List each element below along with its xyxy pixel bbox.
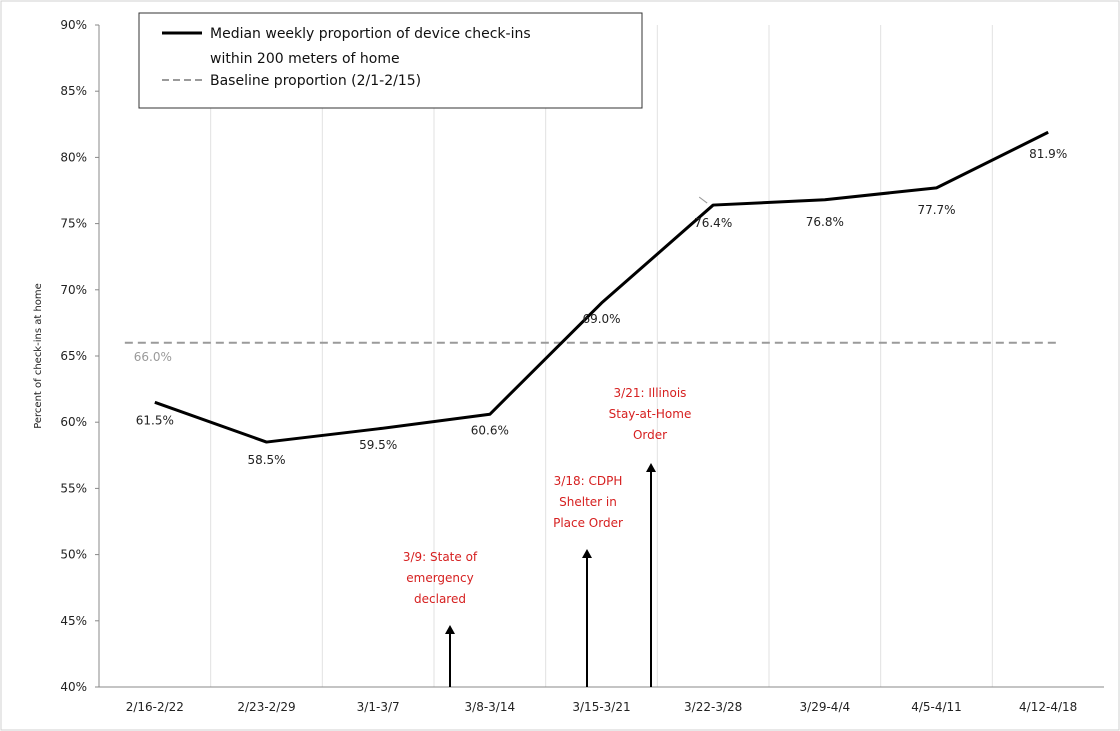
y-tick-label: 50% [60, 548, 87, 562]
data-label: 61.5% [136, 413, 174, 427]
x-tick-label: 3/22-3/28 [684, 700, 742, 714]
data-label: 76.8% [806, 215, 844, 229]
baseline-data-label: 66.0% [134, 350, 172, 364]
annotation-text: emergency [406, 571, 473, 585]
legend-box [138, 12, 643, 109]
y-axis-title: Percent of check-ins at home [33, 283, 44, 429]
annotation-text: 3/21: Illinois [614, 386, 687, 400]
x-tick-label: 3/15-3/21 [572, 700, 630, 714]
data-label: 60.6% [471, 423, 509, 437]
legend-label-solid-line2: within 200 meters of home [210, 51, 400, 67]
annotation-text: Place Order [553, 516, 623, 530]
y-tick-label: 55% [60, 481, 87, 495]
y-tick-label: 40% [60, 680, 87, 694]
label-leader-line [698, 196, 708, 204]
x-tick-label: 4/12-4/18 [1019, 700, 1077, 714]
data-label: 81.9% [1029, 147, 1067, 161]
data-label: 59.5% [359, 438, 397, 452]
legend-label-dashed: Baseline proportion (2/1-2/15) [210, 73, 421, 89]
series-line [154, 130, 1049, 444]
annotation-text: Stay-at-Home [609, 407, 692, 421]
x-tick-label: 2/16-2/22 [126, 700, 184, 714]
annotation-arrow-head [646, 463, 656, 472]
y-tick-label: 90% [60, 18, 87, 32]
annotation-text: 3/9: State of [403, 550, 478, 564]
data-label: 76.4% [694, 216, 732, 230]
data-label: 77.7% [917, 203, 955, 217]
y-tick-label: 45% [60, 614, 87, 628]
annotation-arrow-head [445, 625, 455, 634]
x-tick-label: 3/29-4/4 [800, 700, 851, 714]
x-tick-label: 2/23-2/29 [237, 700, 295, 714]
x-tick-label: 4/5-4/11 [911, 700, 962, 714]
y-tick-label: 65% [60, 349, 87, 363]
data-label: 69.0% [582, 312, 620, 326]
annotation-text: 3/18: CDPH [554, 474, 623, 488]
annotation-arrow-head [582, 549, 592, 558]
y-tick-label: 70% [60, 283, 87, 297]
x-tick-label: 3/1-3/7 [357, 700, 400, 714]
y-tick-label: 85% [60, 84, 87, 98]
legend-label-solid-line1: Median weekly proportion of device check… [210, 26, 531, 42]
annotation-text: Order [633, 428, 667, 442]
annotation-text: declared [414, 592, 466, 606]
annotation-text: Shelter in [559, 495, 617, 509]
y-tick-label: 60% [60, 415, 87, 429]
data-label: 58.5% [247, 453, 285, 467]
y-tick-label: 80% [60, 150, 87, 164]
x-tick-label: 3/8-3/14 [465, 700, 516, 714]
y-tick-label: 75% [60, 217, 87, 231]
